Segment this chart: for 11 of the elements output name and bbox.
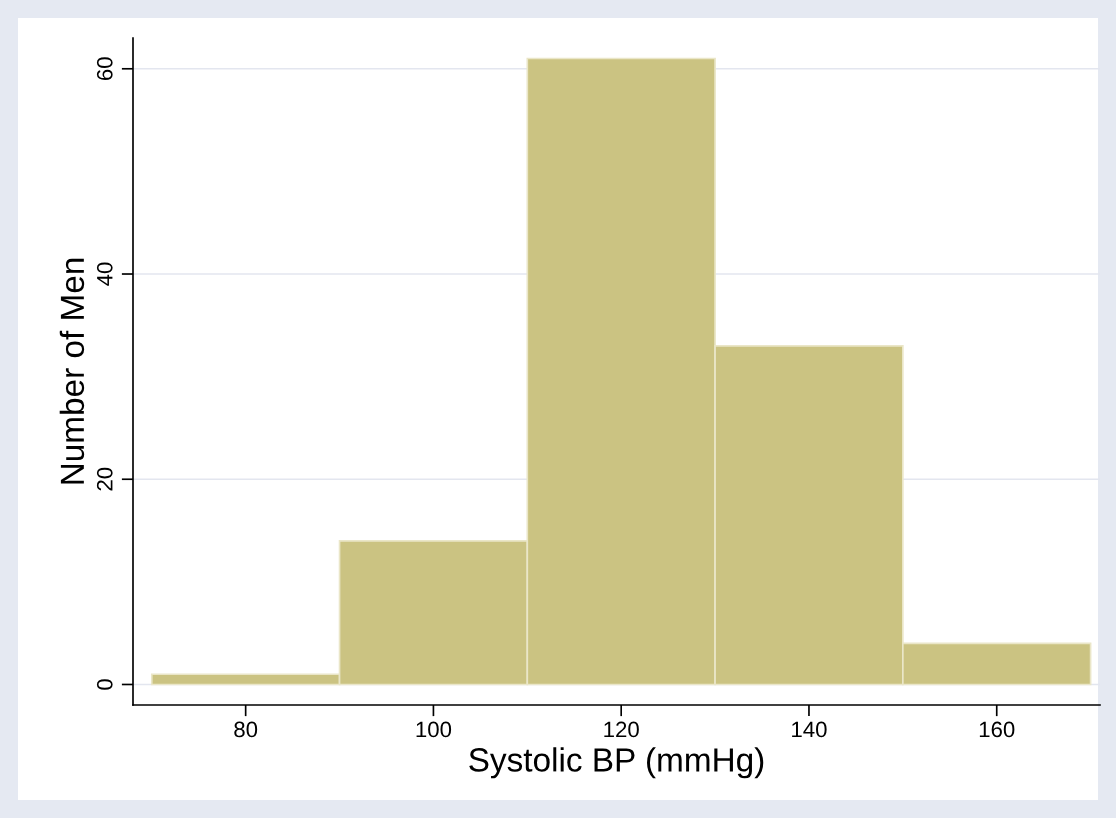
y-tick-label: 60 [96,57,113,81]
y-axis-title: Number of Men [59,258,85,484]
x-tick-label: 160 [979,721,1015,738]
x-tick-label: 140 [792,721,827,738]
x-tick-label: 80 [234,721,258,738]
x-tick-label: 120 [604,721,639,738]
x-axis-title: Systolic BP (mmHg) [469,747,764,779]
y-tick-label: 40 [96,262,113,286]
y-tick-label: 0 [96,679,113,690]
y-tick-label: 20 [96,467,113,491]
x-tick-label: 100 [416,721,452,738]
